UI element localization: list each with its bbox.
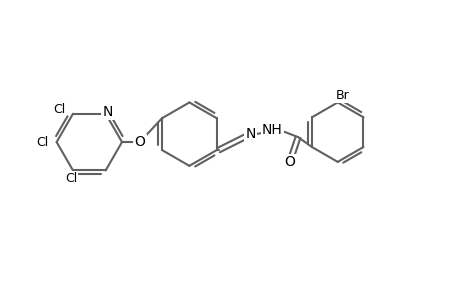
Text: NH: NH [261, 123, 282, 137]
Text: O: O [134, 135, 145, 149]
Text: N: N [102, 105, 112, 119]
Text: Br: Br [335, 89, 349, 102]
Text: Cl: Cl [53, 103, 65, 116]
Text: O: O [284, 155, 295, 169]
Text: Cl: Cl [65, 172, 77, 185]
Text: N: N [245, 127, 255, 141]
Text: Cl: Cl [36, 136, 49, 148]
